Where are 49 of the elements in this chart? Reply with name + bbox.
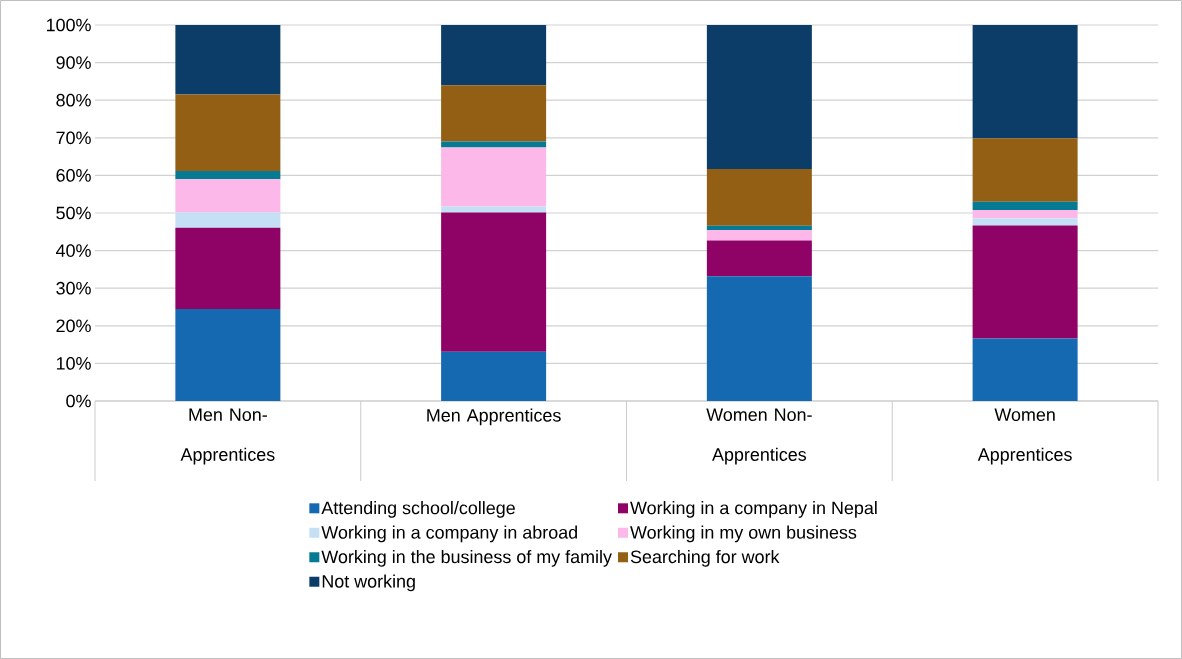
bar <box>175 308 281 401</box>
legend-label: Not working <box>322 574 415 592</box>
bar <box>175 25 281 95</box>
legend-label: Working in my own business <box>630 525 857 543</box>
legend-label: Working in a company in abroad <box>321 525 577 543</box>
legend-label: Working in a company in Nepal <box>630 501 877 518</box>
bar <box>441 25 547 86</box>
bar <box>972 218 1078 226</box>
y-tick-label: 20% <box>56 319 91 333</box>
y-tick-label: 100% <box>46 18 91 32</box>
bar <box>441 147 547 207</box>
bar <box>706 229 812 241</box>
y-tick-label: 50% <box>56 206 91 220</box>
bar <box>706 276 812 401</box>
y-tick-label: 90% <box>56 56 91 69</box>
bar <box>972 138 1078 202</box>
y-tick-label: 80% <box>56 93 91 107</box>
bar <box>441 351 547 401</box>
legend-label: Working in the business of my family <box>321 550 612 567</box>
bar <box>441 212 547 352</box>
legend-label: Searching for work <box>630 550 780 567</box>
bar <box>441 206 547 213</box>
category-label: Men Non-Apprentices <box>180 408 275 465</box>
bar <box>441 141 547 148</box>
bar <box>706 169 812 226</box>
bar <box>972 209 1078 219</box>
y-tick-label: 30% <box>56 281 91 295</box>
bar <box>441 85 547 142</box>
category-label: Women Apprentices <box>977 408 1072 465</box>
bar <box>175 94 281 171</box>
legend-label: Attending school/college <box>321 501 515 518</box>
bar <box>972 338 1078 401</box>
bar <box>175 212 281 228</box>
bar <box>175 179 281 213</box>
bar <box>175 227 281 309</box>
bar <box>972 25 1078 139</box>
bar <box>972 225 1078 339</box>
bar <box>706 25 812 169</box>
y-tick-label: 40% <box>55 244 91 257</box>
y-tick-label: 60% <box>56 169 91 182</box>
y-tick-label: 0% <box>66 394 91 408</box>
bar <box>706 240 812 277</box>
x-tick-label: Men Apprentices <box>427 408 561 426</box>
y-tick-label: 10% <box>56 357 91 370</box>
bar <box>175 170 281 180</box>
category-label: Women Non-Apprentices <box>706 408 812 465</box>
y-tick-label: 70% <box>56 131 91 145</box>
bar <box>706 225 812 230</box>
bar <box>972 201 1078 210</box>
